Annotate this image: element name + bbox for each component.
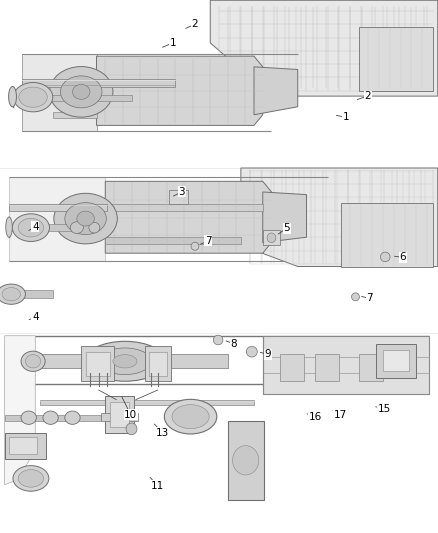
Ellipse shape [89,222,100,233]
Polygon shape [35,354,88,368]
Polygon shape [5,336,35,485]
Polygon shape [105,181,272,253]
Bar [149,352,166,376]
Text: 16: 16 [309,411,322,422]
Ellipse shape [60,76,102,108]
Ellipse shape [113,354,137,368]
Ellipse shape [49,67,113,117]
Ellipse shape [65,411,80,424]
Text: 5: 5 [283,223,290,233]
Ellipse shape [18,219,44,237]
Text: 7: 7 [205,236,212,246]
Ellipse shape [172,405,209,429]
Ellipse shape [77,211,94,226]
Polygon shape [241,168,438,266]
Ellipse shape [2,287,21,301]
Text: 1: 1 [170,38,177,48]
Text: 13: 13 [155,427,169,438]
Ellipse shape [25,354,41,368]
Ellipse shape [352,293,360,301]
Ellipse shape [18,470,44,487]
Ellipse shape [14,83,53,112]
Ellipse shape [6,217,12,237]
Text: 3: 3 [179,187,185,197]
Polygon shape [5,415,101,421]
Bar [263,230,280,245]
Text: 9: 9 [265,349,271,359]
Text: 8: 8 [230,338,237,349]
Polygon shape [40,400,254,405]
Ellipse shape [12,214,49,241]
Text: 4: 4 [32,222,39,231]
Bar [228,421,264,500]
Text: 10: 10 [124,409,137,419]
Bar [105,397,134,433]
Bar [315,354,339,381]
Text: 2: 2 [192,19,198,29]
Ellipse shape [191,243,199,251]
Text: 17: 17 [334,409,347,419]
Text: 15: 15 [378,404,391,414]
Ellipse shape [21,411,36,424]
Bar [101,413,138,421]
Text: 6: 6 [399,253,406,262]
Ellipse shape [19,87,47,107]
Ellipse shape [267,233,276,243]
Polygon shape [107,204,263,211]
Bar [81,346,114,381]
Bar [377,344,416,378]
Text: 11: 11 [151,481,164,491]
Ellipse shape [70,222,83,233]
Polygon shape [0,290,53,298]
Bar [5,433,46,459]
Polygon shape [105,237,241,244]
Ellipse shape [43,411,58,424]
Bar [110,402,129,427]
Ellipse shape [381,252,390,262]
Ellipse shape [126,423,137,435]
Ellipse shape [233,446,259,475]
Polygon shape [9,224,79,231]
Ellipse shape [85,341,166,381]
Polygon shape [22,53,96,131]
Bar [342,203,433,266]
Ellipse shape [13,466,49,491]
Polygon shape [22,95,131,101]
Polygon shape [164,354,228,368]
Ellipse shape [9,86,17,107]
Polygon shape [9,204,107,211]
Text: 1: 1 [343,112,349,123]
Bar [85,352,110,376]
Ellipse shape [54,193,117,244]
Ellipse shape [72,84,90,99]
Polygon shape [263,336,429,394]
Bar [359,354,383,381]
Ellipse shape [65,203,106,235]
Polygon shape [254,67,298,115]
Polygon shape [9,177,105,261]
Ellipse shape [246,346,257,357]
Polygon shape [263,192,307,243]
Bar [145,346,171,381]
Bar [9,438,38,455]
Text: 2: 2 [364,91,371,101]
Ellipse shape [0,284,25,304]
Text: 7: 7 [367,294,373,303]
Bar [280,354,304,381]
Polygon shape [96,56,263,125]
Bar [383,350,409,372]
Polygon shape [22,79,175,86]
Polygon shape [210,1,438,96]
Ellipse shape [213,335,223,345]
Ellipse shape [99,348,151,375]
Text: 4: 4 [32,312,39,322]
Bar [169,190,188,204]
Polygon shape [53,112,96,118]
Ellipse shape [21,351,45,372]
Bar [359,27,433,91]
Ellipse shape [164,399,217,434]
